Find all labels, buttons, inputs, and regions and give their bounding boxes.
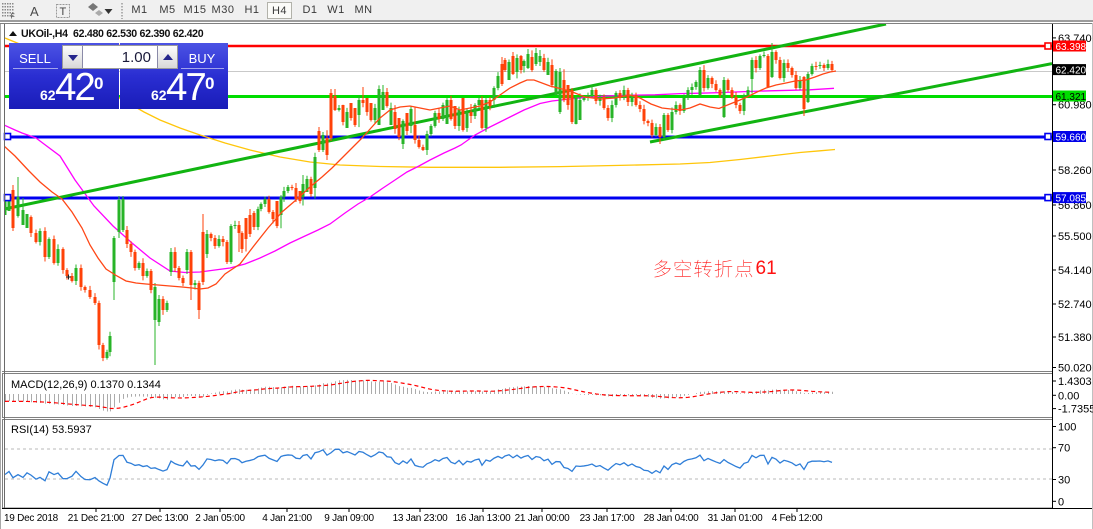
svg-text:60.980: 60.980 <box>1058 100 1092 112</box>
svg-text:0: 0 <box>1058 496 1064 508</box>
svg-text:63.398: 63.398 <box>1056 42 1087 53</box>
svg-text:100: 100 <box>1058 422 1076 434</box>
svg-text:23 Jan 17:00: 23 Jan 17:00 <box>580 513 636 524</box>
svg-text:4 Feb 12:00: 4 Feb 12:00 <box>772 513 823 524</box>
svg-text:59.660: 59.660 <box>1056 132 1087 143</box>
svg-text:13 Jan 23:00: 13 Jan 23:00 <box>393 513 449 524</box>
svg-text:62.420: 62.420 <box>1056 65 1087 76</box>
svg-text:55.500: 55.500 <box>1058 231 1092 243</box>
svg-text:57.085: 57.085 <box>1056 193 1087 204</box>
svg-text:54.140: 54.140 <box>1058 265 1092 277</box>
svg-text:2 Jan 05:00: 2 Jan 05:00 <box>195 513 245 524</box>
svg-text:30: 30 <box>1058 475 1070 487</box>
svg-text:A: A <box>30 4 39 19</box>
svg-text:MACD(12,26,9) 0.1370 0.1344: MACD(12,26,9) 0.1370 0.1344 <box>11 379 161 391</box>
svg-text:61: 61 <box>756 258 777 279</box>
svg-text:61.321: 61.321 <box>1056 92 1087 103</box>
svg-text:0.00: 0.00 <box>1058 390 1079 402</box>
svg-text:UKOil-,H4 62.480 62.530 62.39: UKOil-,H4 62.480 62.530 62.390 62.420 <box>21 28 204 40</box>
svg-text:51.380: 51.380 <box>1058 332 1092 344</box>
svg-text:RSI(14) 53.5937: RSI(14) 53.5937 <box>11 424 92 436</box>
svg-text:-1.7355: -1.7355 <box>1058 404 1093 416</box>
svg-text:21 Jan 00:00: 21 Jan 00:00 <box>515 513 571 524</box>
svg-text:28 Jan 04:00: 28 Jan 04:00 <box>644 513 700 524</box>
svg-text:4 Jan 21:00: 4 Jan 21:00 <box>262 513 312 524</box>
svg-text:27 Dec 13:00: 27 Dec 13:00 <box>132 513 189 524</box>
svg-text:F: F <box>11 14 15 21</box>
svg-text:9 Jan 09:00: 9 Jan 09:00 <box>324 513 374 524</box>
svg-text:16 Jan 13:00: 16 Jan 13:00 <box>456 513 512 524</box>
svg-text:1.4303: 1.4303 <box>1058 376 1092 388</box>
svg-text:31 Jan 01:00: 31 Jan 01:00 <box>708 513 764 524</box>
svg-text:70: 70 <box>1058 443 1070 455</box>
svg-text:58.260: 58.260 <box>1058 165 1092 177</box>
svg-text:T: T <box>60 6 67 18</box>
svg-text:52.740: 52.740 <box>1058 299 1092 311</box>
svg-text:21 Dec 21:00: 21 Dec 21:00 <box>68 513 125 524</box>
svg-text:19 Dec 2018: 19 Dec 2018 <box>4 513 59 524</box>
svg-text:50.020: 50.020 <box>1058 363 1092 375</box>
